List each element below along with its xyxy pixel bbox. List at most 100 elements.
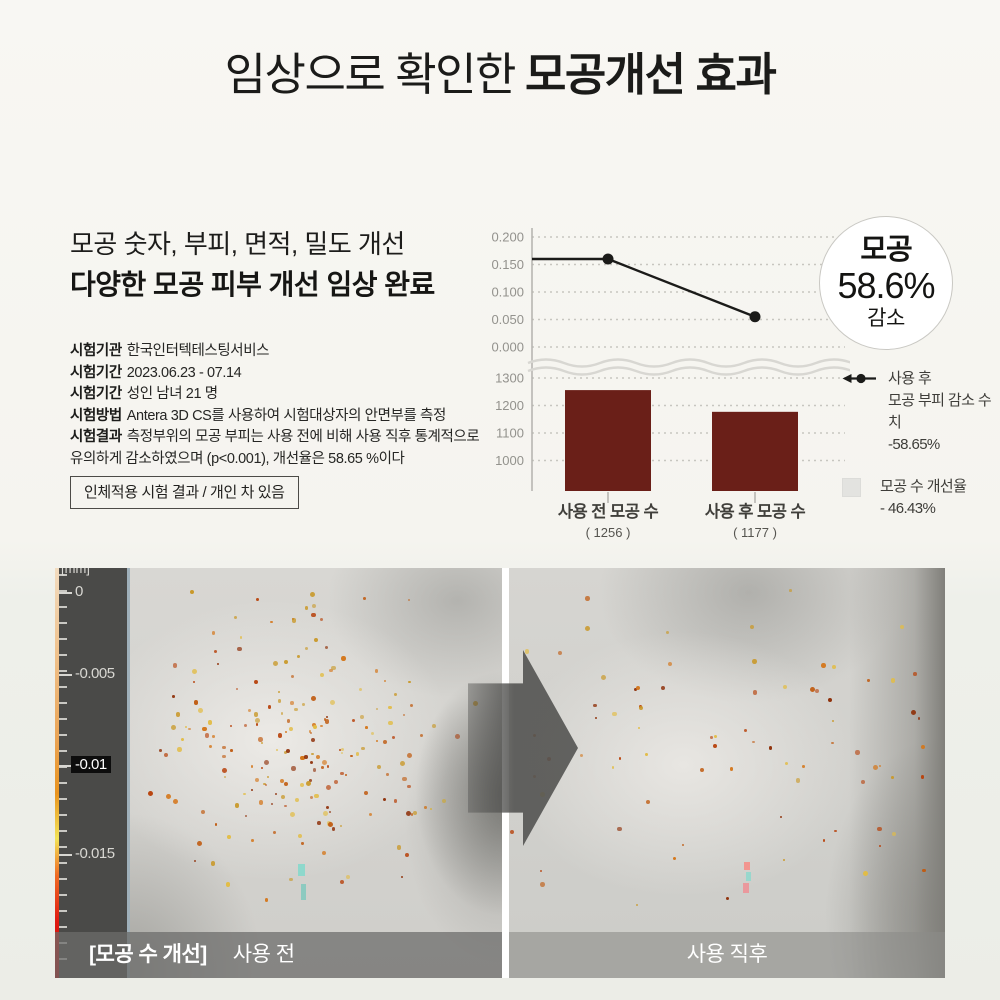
pore-dot: [209, 745, 213, 749]
pore-dot: [304, 755, 308, 759]
pore-dot: [388, 705, 392, 710]
pore-dot: [229, 724, 232, 727]
pore-dot: [750, 624, 755, 629]
pore-dot: [275, 748, 278, 751]
before-label-bar: [모공 수 개선] 사용 전: [55, 932, 502, 978]
badge-value: 58.6%: [837, 265, 935, 306]
pore-dot: [270, 803, 273, 805]
ruler-minor-ticks: [59, 574, 67, 966]
pore-dot: [365, 726, 368, 729]
pore-dot: [214, 823, 218, 826]
pore-dot: [340, 825, 343, 828]
measurement-artifact: [743, 883, 749, 893]
pore-dot: [334, 780, 339, 785]
pore-dot: [297, 834, 303, 839]
pore-dot: [891, 775, 894, 779]
svg-text:1300: 1300: [495, 371, 524, 386]
svg-text:사용 후 모공 수: 사용 후 모공 수: [705, 501, 806, 521]
test-detail-row: 시험기간 성인 남녀 21 명: [70, 384, 488, 406]
pore-dot: [635, 686, 640, 691]
pore-dot: [861, 779, 865, 784]
pore-dot: [558, 651, 563, 656]
pore-dot: [212, 734, 216, 738]
pore-dot: [637, 727, 640, 730]
pore-dot: [384, 680, 387, 683]
pore-dot: [661, 686, 666, 691]
pore-dot: [320, 724, 323, 728]
pore-dot: [595, 716, 598, 719]
pore-dot: [222, 745, 226, 749]
pore-dot: [831, 741, 834, 744]
pore-dot: [891, 831, 897, 837]
pore-dot: [284, 731, 287, 734]
pore-dot: [256, 598, 260, 602]
pore-dot: [340, 771, 344, 776]
pore-dot: [408, 680, 411, 684]
pore-dot: [713, 743, 718, 748]
pore-dot: [258, 800, 264, 806]
pore-dot: [363, 597, 367, 601]
pore-dot: [255, 777, 260, 782]
pore-dot: [294, 707, 298, 712]
page-title-bold: 모공개선 효과: [524, 49, 777, 100]
pore-dot: [785, 761, 789, 765]
test-detail-row: 시험방법 Antera 3D CS를 사용하여 시험대상자의 안면부를 측정: [70, 406, 488, 428]
pore-dot: [304, 646, 309, 651]
bar-swatch-icon: [842, 478, 861, 497]
pore-dot: [270, 620, 273, 623]
pore-dot: [867, 679, 870, 682]
test-detail-row: 시험기간 2023.06.23 - 07.14: [70, 363, 488, 385]
svg-text:0.050: 0.050: [491, 312, 524, 327]
pore-dot: [783, 858, 786, 861]
pore-dot: [618, 757, 622, 761]
pore-dot: [277, 733, 283, 738]
pore-dot: [822, 839, 826, 842]
pore-dot: [175, 712, 180, 717]
pore-dot: [253, 679, 259, 684]
ruler-tick-label-highlighted: -0.01: [71, 756, 111, 773]
pore-dot: [196, 840, 202, 846]
pore-dot: [171, 694, 175, 698]
pore-dot: [391, 736, 395, 740]
pore-dot: [250, 765, 254, 768]
pore-dot: [801, 765, 805, 768]
pore-dot: [396, 845, 402, 851]
ruler-major-tick: [59, 854, 72, 856]
detail-text: 한국인터텍테스팅서비스: [126, 343, 270, 359]
pore-dot: [524, 648, 530, 654]
detail-text: 2023.06.23 - 07.14: [126, 364, 242, 381]
pore-dot: [725, 896, 730, 901]
pore-dot: [263, 760, 269, 766]
detail-label: 시험기간: [70, 364, 122, 381]
pore-dot: [714, 734, 718, 738]
pore-dot: [314, 793, 319, 799]
measurement-artifact: [744, 862, 750, 870]
pore-dot: [873, 764, 879, 770]
pore-dot: [180, 738, 184, 742]
pore-dot: [284, 782, 289, 787]
pore-dot: [172, 662, 178, 668]
svg-text:0.000: 0.000: [491, 340, 524, 355]
pore-dot: [192, 669, 197, 675]
pore-dot: [752, 690, 757, 695]
after-skin-image: [509, 568, 945, 978]
pore-dot: [751, 659, 757, 665]
pore-dot: [646, 799, 651, 804]
pore-dot: [862, 870, 868, 876]
pore-dot: [237, 646, 242, 652]
pore-dot: [382, 739, 388, 745]
legend-text: 사용 후 모공 부피 감소 수치 -58.65%: [888, 368, 1000, 456]
pore-dot: [260, 766, 264, 770]
pore-dot: [783, 684, 788, 689]
pore-dot: [360, 715, 365, 720]
depth-color-scale: [55, 568, 59, 978]
pore-dot: [920, 744, 926, 750]
pore-dot: [227, 835, 231, 839]
pore-dot: [321, 759, 327, 765]
pore-dot: [795, 778, 801, 783]
pore-dot: [288, 727, 293, 732]
pore-dot: [302, 702, 305, 706]
pore-dot: [752, 740, 755, 744]
pore-dot: [170, 724, 176, 730]
pore-dot: [855, 750, 860, 755]
